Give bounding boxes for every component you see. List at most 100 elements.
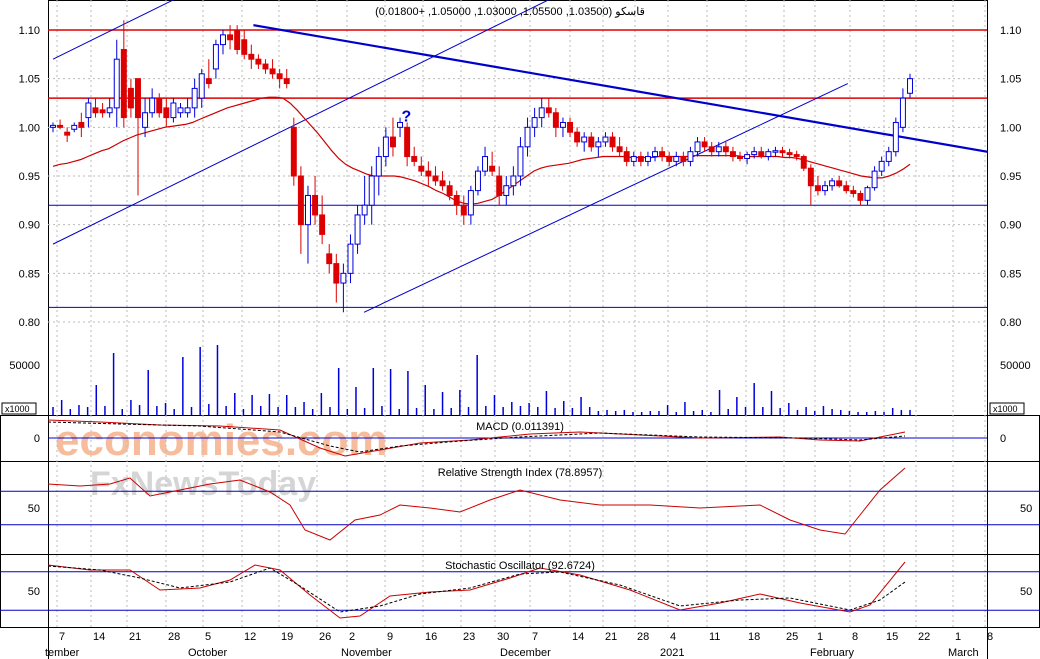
- stoch-tick-left-0: 50: [28, 586, 40, 598]
- x-tick-label: 1: [955, 631, 961, 643]
- candle-body: [793, 154, 800, 158]
- candle: [319, 195, 326, 245]
- y-tick-left-2: 0.90: [19, 220, 40, 232]
- candle: [92, 98, 99, 118]
- rsi-line: [47, 467, 906, 541]
- candle-body: [304, 194, 311, 226]
- candle-body: [170, 102, 177, 119]
- candle-body: [191, 87, 198, 109]
- candle-body: [524, 126, 531, 148]
- candle-body: [142, 112, 149, 128]
- candle-body: [227, 34, 234, 41]
- candle-body: [283, 78, 290, 85]
- candle: [659, 146, 666, 162]
- candle: [50, 122, 56, 133]
- candle-body: [758, 151, 765, 158]
- candle: [496, 166, 503, 206]
- candle: [722, 141, 729, 157]
- candle-body: [864, 187, 871, 201]
- candle: [290, 117, 297, 186]
- candle: [829, 177, 836, 191]
- candle: [64, 127, 71, 142]
- candle: [212, 39, 219, 79]
- candle: [864, 185, 871, 206]
- candle-body: [517, 146, 524, 177]
- candle: [729, 146, 736, 162]
- candle-body: [57, 124, 64, 128]
- candle-body: [248, 53, 255, 60]
- candle: [538, 98, 545, 128]
- candle-body: [99, 109, 106, 114]
- price-panel-frame: [48, 0, 988, 416]
- x-tick-label: 15: [886, 631, 898, 643]
- candle: [127, 78, 134, 118]
- candle-body: [637, 156, 644, 162]
- candle-body: [786, 152, 793, 156]
- chart-annotation: ?: [401, 108, 411, 125]
- candle-body: [467, 190, 474, 216]
- candle: [354, 205, 361, 254]
- candle: [149, 88, 156, 118]
- y-tick-left-1: 0.85: [19, 268, 40, 280]
- candle-body: [177, 107, 184, 114]
- candle: [574, 127, 581, 147]
- candle: [793, 150, 800, 161]
- candle: [177, 103, 184, 118]
- candle: [786, 148, 793, 159]
- candle: [276, 68, 283, 89]
- candle-body: [574, 131, 581, 143]
- candle: [552, 107, 559, 138]
- candle-body: [92, 107, 99, 114]
- candle: [248, 44, 255, 69]
- candle: [814, 176, 821, 196]
- candle: [758, 146, 765, 159]
- candle-body: [673, 156, 680, 162]
- candle: [163, 98, 170, 128]
- candle-body: [482, 156, 489, 172]
- candle: [807, 164, 814, 206]
- vol-tick-right-0: 50000: [1000, 360, 1031, 372]
- candle: [283, 68, 290, 89]
- candle-body: [446, 185, 453, 196]
- candle-body: [418, 165, 425, 172]
- candle: [559, 117, 566, 138]
- candle: [262, 59, 269, 74]
- x-tick-label: 7: [532, 631, 538, 643]
- trendline-2: [52, 0, 550, 245]
- candle: [304, 185, 311, 264]
- candle-body: [765, 151, 772, 158]
- candle-body: [807, 167, 814, 187]
- candle: [680, 151, 687, 167]
- stoch-d-line: [47, 565, 906, 613]
- candle: [368, 166, 375, 225]
- candle-body: [729, 151, 736, 158]
- candle-body: [850, 190, 857, 195]
- candle: [411, 146, 418, 167]
- x-tick-label: 7: [59, 631, 65, 643]
- candle: [439, 171, 446, 191]
- candle-body: [212, 44, 219, 70]
- trendline-1: [363, 83, 849, 313]
- candle-body: [297, 175, 304, 226]
- candle-body: [85, 102, 92, 119]
- y-tick-left-3: 0.95: [19, 171, 40, 183]
- x-tick-label: 2: [349, 631, 355, 643]
- candle-body: [871, 170, 878, 189]
- candle: [432, 166, 439, 186]
- candle: [234, 25, 241, 55]
- candle-body: [276, 73, 283, 80]
- candle-body: [127, 87, 134, 109]
- candle: [623, 146, 630, 167]
- candle: [269, 59, 276, 79]
- candle: [531, 107, 538, 138]
- candle-body: [241, 39, 248, 55]
- candle: [446, 180, 453, 201]
- x-tick-label: 21: [605, 631, 617, 643]
- candle-body: [149, 97, 156, 114]
- candle-body: [163, 107, 170, 119]
- candle-body: [751, 151, 758, 156]
- x-tick-label: 18: [748, 631, 760, 643]
- candle: [524, 117, 531, 157]
- candle: [453, 190, 460, 215]
